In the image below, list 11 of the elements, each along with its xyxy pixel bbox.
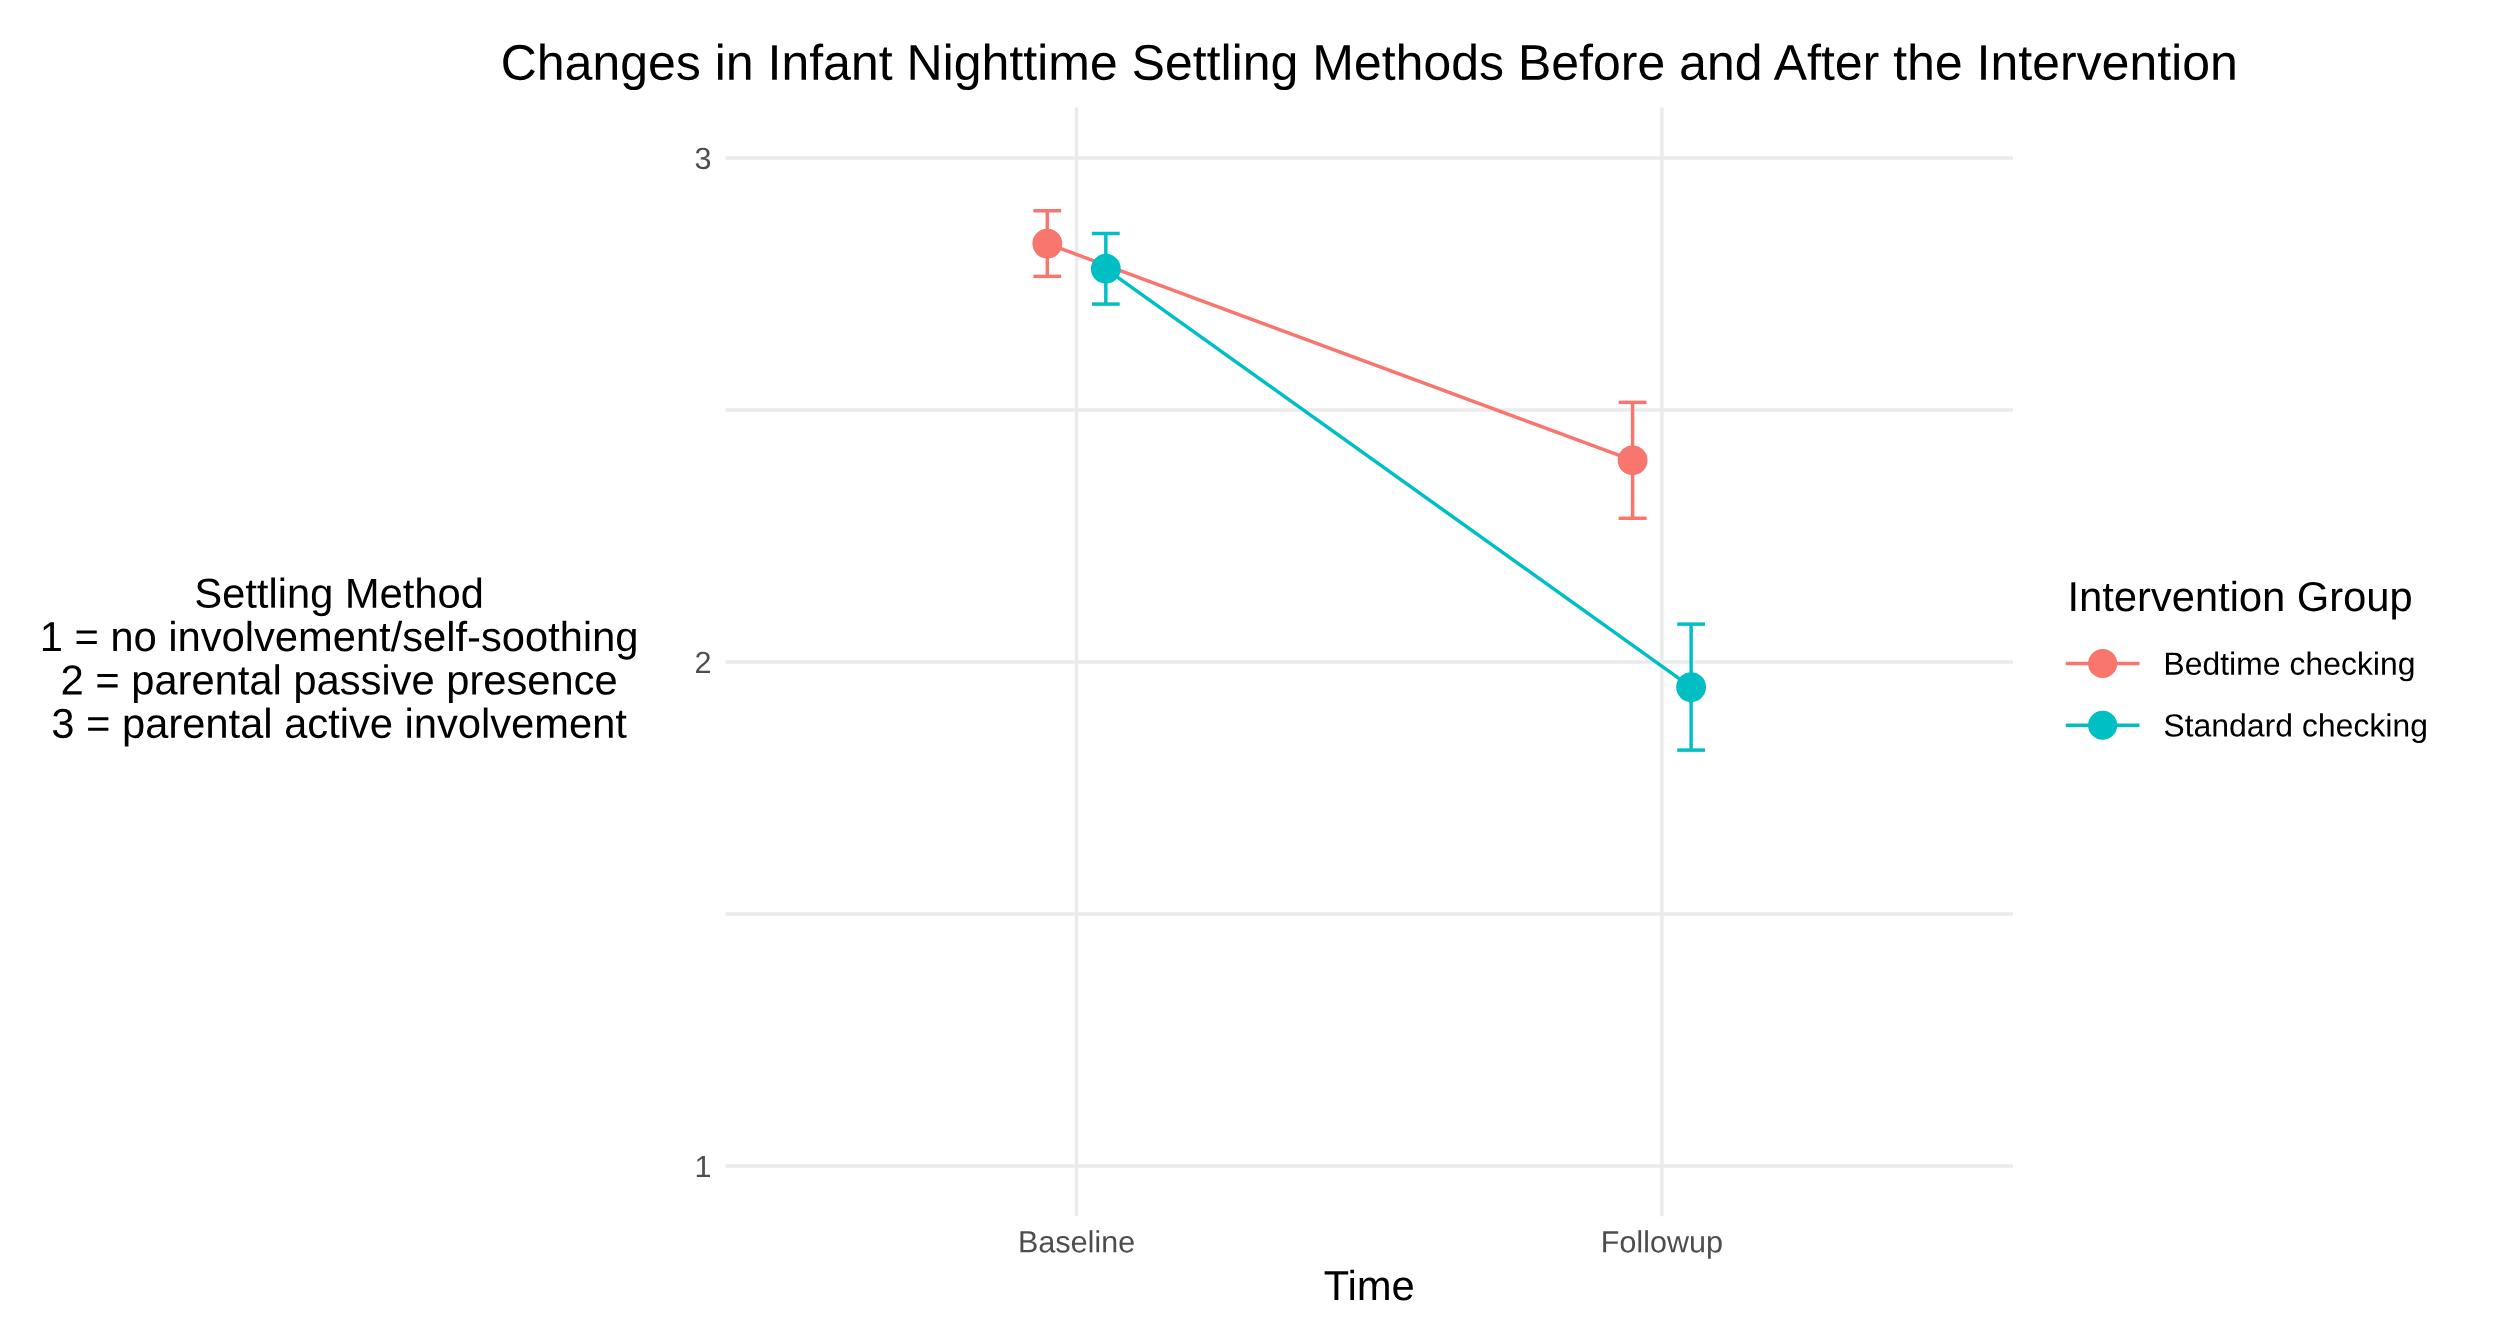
y-axis-title: Settling Method 1 = no involvement/self-soothing 2 = parental passive presence 3 = parental active involvement	[42, 577, 636, 747]
x-tick-label: Baseline	[1020, 1230, 1134, 1253]
y-tick-label: 1	[696, 1155, 711, 1177]
x-tick-label: Followup	[1603, 1230, 1722, 1259]
chart-title: Changes in Infant Nighttime Settling Methods Before and After the Intervention	[503, 43, 2235, 91]
legend-label: Standard checking	[2164, 713, 2426, 744]
y-tick-label: 3	[695, 147, 711, 170]
legend-title: Intervention Group	[2071, 580, 2411, 620]
x-axis-title: Time	[1324, 1269, 1413, 1301]
y-tick-label: 2	[696, 651, 710, 673]
legend-label: Bedtime checking	[2165, 651, 2414, 682]
